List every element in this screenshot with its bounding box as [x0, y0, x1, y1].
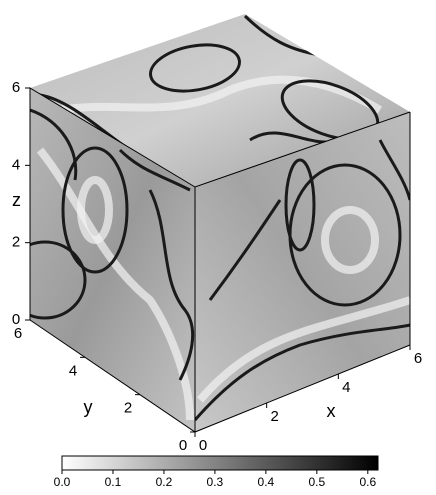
x-tick-label: 4 — [342, 379, 350, 396]
right-face-pattern — [195, 139, 410, 421]
colorbar — [61, 455, 379, 471]
top-face — [30, 14, 410, 187]
colorbar-tick-label: 0.1 — [105, 475, 122, 489]
colorbar-tick-label: 0.5 — [308, 475, 325, 489]
colorbar-tick-label: 0.6 — [359, 475, 376, 489]
z-tick-label: 0 — [12, 311, 20, 328]
x-tick-label: 0 — [199, 437, 207, 454]
colorbar-tick-label: 0.0 — [54, 475, 71, 489]
z-tick-label: 6 — [12, 79, 20, 96]
y-tick-label: 4 — [69, 362, 77, 379]
cube-edges — [29, 87, 411, 433]
x-tick-label: 6 — [414, 350, 422, 367]
z-tick-label: 2 — [12, 234, 20, 251]
x-tick-label: 2 — [270, 408, 278, 425]
left-face-pattern — [30, 108, 195, 421]
colorbar-tick-label: 0.4 — [258, 475, 275, 489]
z-tick-label: 4 — [12, 156, 20, 173]
colorbar-tick-label: 0.3 — [207, 475, 224, 489]
z-axis-label: z — [12, 190, 21, 210]
colorbar-tick-label: 0.2 — [156, 475, 173, 489]
cube — [29, 14, 411, 433]
right-face — [195, 112, 410, 432]
y-tick-label: 0 — [179, 437, 187, 454]
y-tick-label: 2 — [124, 400, 132, 417]
x-axis-label: x — [327, 401, 336, 421]
y-tick-label: 6 — [14, 325, 22, 342]
y-axis-label: y — [84, 397, 93, 417]
